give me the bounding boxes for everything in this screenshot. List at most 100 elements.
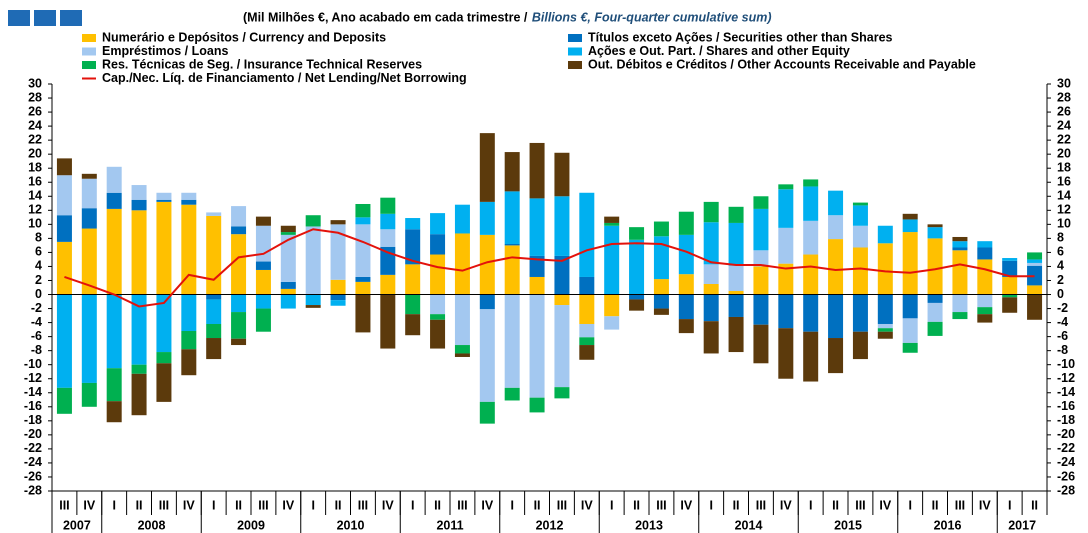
- bar-segment: [81, 382, 97, 407]
- bar-segment: [678, 294, 694, 320]
- x-tick-label: IV: [780, 498, 792, 512]
- bar-segment: [604, 294, 620, 317]
- bar-segment: [454, 294, 470, 346]
- bar-segment: [280, 294, 296, 309]
- bar-segment: [803, 294, 819, 332]
- y2-tick-label: 8: [1057, 231, 1064, 245]
- bar-segment: [430, 254, 446, 295]
- bar-segment: [604, 222, 620, 226]
- chart-title: (Mil Milhões €, Ano acabado em cada trim…: [243, 10, 528, 24]
- y2-tick-label: 22: [1057, 132, 1071, 146]
- bar-segment: [330, 294, 346, 301]
- bar-segment: [728, 291, 744, 295]
- bar-segment: [131, 294, 147, 365]
- y-tick-label: -6: [31, 329, 42, 343]
- y-tick-label: -22: [24, 441, 42, 455]
- bar-segment: [902, 213, 918, 220]
- bar-segment: [952, 247, 968, 251]
- bar-segment: [529, 276, 545, 295]
- x-tick-label: I: [212, 498, 215, 512]
- bar-segment: [877, 323, 893, 329]
- legend-swatch: [82, 61, 96, 69]
- bar-segment: [604, 216, 620, 223]
- bar-segment: [753, 266, 769, 295]
- x-tick-label: II: [832, 498, 839, 512]
- bar-segment: [629, 239, 645, 295]
- bar-segment: [927, 321, 943, 336]
- chart-subtitle: Billions €, Four-quarter cumulative sum): [532, 10, 772, 24]
- bar-segment: [131, 185, 147, 200]
- y2-tick-label: 24: [1057, 118, 1071, 132]
- legend-swatch: [568, 34, 582, 42]
- bar-segment: [977, 314, 993, 323]
- bar-segment: [778, 227, 794, 264]
- bar-segment: [678, 211, 694, 235]
- bar-segment: [454, 233, 470, 295]
- y-tick-label: -8: [31, 343, 42, 357]
- bar-segment: [56, 215, 72, 242]
- x-tick-label: II: [434, 498, 441, 512]
- y-tick-label: -12: [24, 371, 42, 385]
- bar-segment: [479, 401, 495, 424]
- bar-segment: [479, 201, 495, 235]
- bar-segment: [579, 345, 595, 360]
- bar-segment: [678, 234, 694, 275]
- year-label: 2011: [436, 518, 463, 532]
- bar-segment: [1002, 276, 1018, 295]
- bar-segment: [852, 202, 868, 206]
- bar-segment: [81, 294, 97, 383]
- y2-tick-label: 28: [1057, 90, 1071, 104]
- bar-segment: [1027, 259, 1043, 263]
- bar-segment: [753, 250, 769, 267]
- logo-square: [8, 10, 30, 26]
- y-tick-label: -2: [31, 301, 42, 315]
- bar-segment: [579, 337, 595, 346]
- y2-tick-label: 0: [1057, 287, 1064, 301]
- bar-segment: [927, 302, 943, 322]
- year-label: 2009: [237, 518, 265, 532]
- bar-segment: [355, 203, 371, 218]
- bar-segment: [156, 199, 172, 202]
- y2-tick-label: -12: [1057, 371, 1075, 385]
- bar-segment: [554, 294, 570, 306]
- legend-label: Res. Técnicas de Seg. / Insurance Techni…: [102, 57, 422, 71]
- x-tick-label: III: [557, 498, 567, 512]
- bar-segment: [828, 190, 844, 216]
- y2-tick-label: -14: [1057, 385, 1075, 399]
- x-tick-label: IV: [183, 498, 195, 512]
- bar-segment: [231, 312, 247, 339]
- bar-segment: [877, 331, 893, 339]
- y2-tick-label: 16: [1057, 175, 1071, 189]
- x-tick-label: III: [59, 498, 69, 512]
- bar-segment: [305, 226, 321, 295]
- bar-segment: [81, 228, 97, 295]
- bar-segment: [355, 224, 371, 277]
- x-tick-label: IV: [83, 498, 95, 512]
- bar-segment: [255, 294, 271, 309]
- bar-segment: [653, 236, 669, 280]
- x-tick-label: III: [159, 498, 169, 512]
- bar-segment: [852, 247, 868, 295]
- bar-segment: [504, 245, 520, 295]
- y2-tick-label: -4: [1057, 315, 1068, 329]
- y2-tick-label: 14: [1057, 189, 1071, 203]
- bar-segment: [280, 225, 296, 233]
- bar-segment: [529, 198, 545, 256]
- y2-tick-label: -28: [1057, 483, 1075, 497]
- bar-segment: [504, 294, 520, 388]
- y-tick-label: 4: [35, 259, 42, 273]
- bar-segment: [778, 263, 794, 295]
- y-tick-label: -24: [24, 455, 42, 469]
- bar-segment: [1027, 262, 1043, 266]
- x-tick-label: IV: [581, 498, 593, 512]
- y-tick-label: -20: [24, 427, 42, 441]
- bar-segment: [206, 215, 222, 295]
- y2-tick-label: -22: [1057, 441, 1075, 455]
- y-tick-label: 16: [28, 175, 42, 189]
- bar-segment: [504, 243, 520, 246]
- y2-tick-label: 26: [1057, 104, 1071, 118]
- bar-segment: [56, 241, 72, 295]
- bar-segment: [380, 213, 396, 230]
- bar-segment: [977, 307, 993, 315]
- bar-segment: [778, 189, 794, 228]
